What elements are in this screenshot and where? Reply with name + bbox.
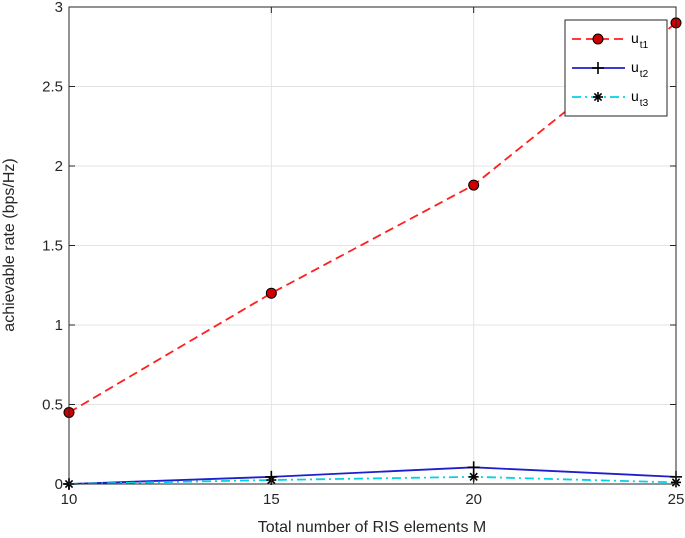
legend-entry: ut1: [572, 30, 649, 51]
legend-marker: [592, 33, 604, 45]
series-line: [68, 466, 677, 485]
y-tick-label: 1: [55, 317, 63, 334]
y-tick-label: 0.5: [42, 397, 63, 414]
y-tick-label: 0: [55, 476, 63, 493]
x-axis-label: Total number of RIS elements M: [258, 519, 487, 536]
x-tick-label: 20: [465, 491, 482, 508]
y-tick-label: 1.5: [42, 238, 63, 255]
x-tick-label: 15: [263, 491, 280, 508]
legend-entry: ut3: [572, 88, 649, 109]
x-tick-label: 25: [668, 491, 685, 508]
y-axis-label: achievable rate (bps/Hz): [1, 158, 18, 331]
legend-marker: [592, 62, 604, 74]
legend-label: ut2: [631, 59, 649, 80]
legend-marker: [593, 92, 603, 102]
data-point: [265, 287, 277, 299]
series-line: [68, 475, 677, 485]
x-tick-label: 10: [61, 491, 78, 508]
legend-label: ut1: [631, 30, 649, 51]
y-tick-label: 2: [55, 158, 63, 175]
legend-label: ut3: [631, 88, 649, 109]
y-tick-label: 3: [55, 0, 63, 16]
data-point: [468, 179, 480, 191]
legend: ut1 ut2 ut3: [564, 19, 668, 117]
legend-entry: ut2: [572, 59, 649, 80]
data-point: [467, 461, 480, 474]
ticks: 10 15 20 25 0 0.5 1 1.5 2 2.5 3: [42, 0, 684, 508]
y-tick-label: 2.5: [42, 79, 63, 96]
